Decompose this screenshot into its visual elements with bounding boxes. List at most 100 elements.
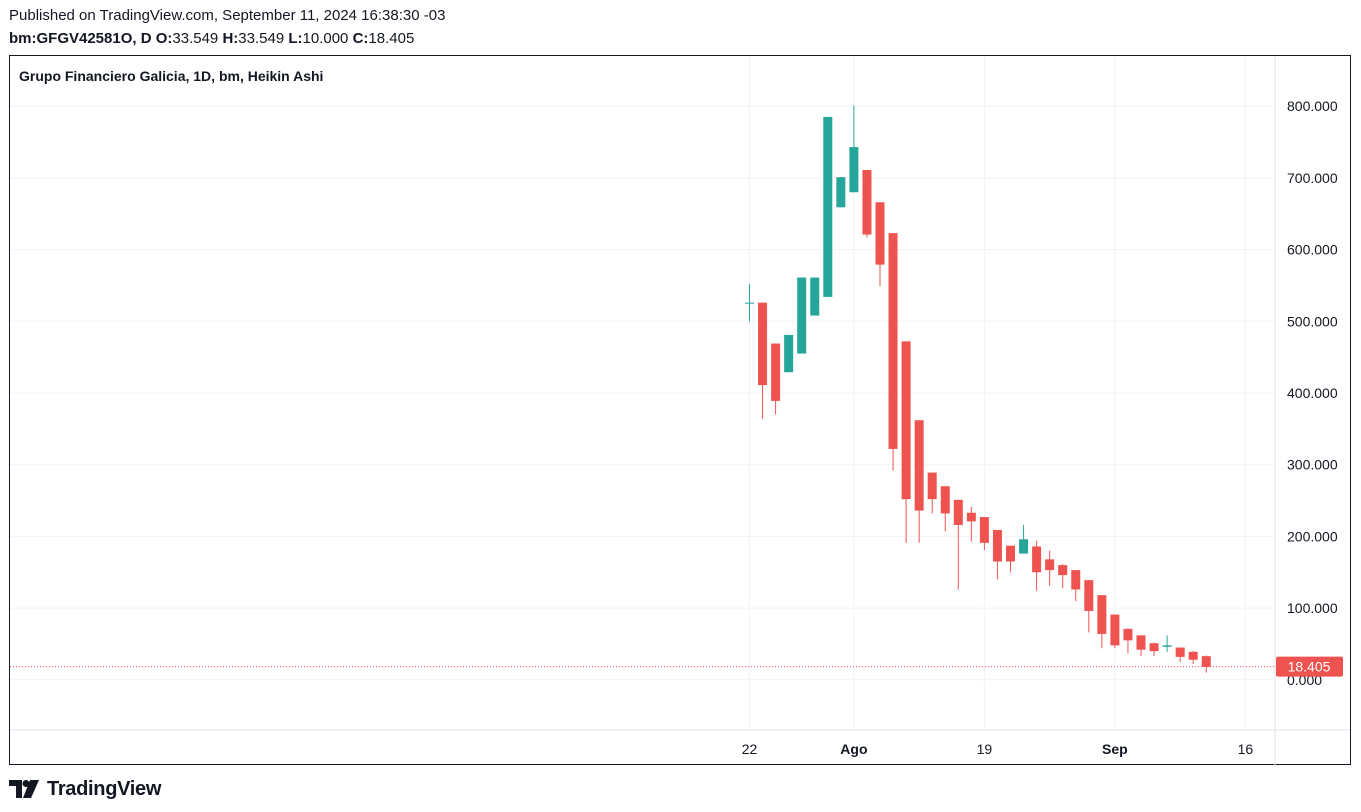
y-tick-label: 400.000 xyxy=(1287,385,1338,401)
axes: 800.000 700.000 600.000 500.000 400.000 300.0… xyxy=(10,56,1350,765)
candle-body xyxy=(888,233,898,449)
candle-up xyxy=(1162,635,1172,652)
tradingview-brand: TradingView xyxy=(47,777,162,800)
candle-body xyxy=(784,334,794,373)
candle-body xyxy=(979,517,989,543)
candle-down xyxy=(1175,647,1185,662)
candle-down xyxy=(862,170,872,238)
candle-down xyxy=(1123,628,1133,654)
ohlc-legend: bm:GFGV42581O, D O:33.549 H:33.549 L:10.… xyxy=(9,30,414,47)
candle-body xyxy=(1175,647,1185,657)
open-label: O: xyxy=(155,30,173,47)
y-tick-label: 100.000 xyxy=(1287,600,1338,616)
candle-body xyxy=(758,302,768,386)
candle-down xyxy=(1110,614,1120,649)
candle-up xyxy=(836,177,846,208)
high-value: 33.549 xyxy=(238,30,285,47)
candle-up xyxy=(1019,524,1029,554)
candle-down xyxy=(1188,651,1198,665)
close-value: 18.405 xyxy=(368,30,415,47)
candle-down xyxy=(1201,655,1211,673)
candle-up xyxy=(849,105,859,193)
candle-down xyxy=(1097,595,1107,649)
candle-down xyxy=(771,343,781,415)
candle-down xyxy=(901,341,911,543)
candle-body xyxy=(1097,595,1107,634)
candle-body xyxy=(823,116,833,297)
candles xyxy=(745,105,1211,673)
candle-body xyxy=(966,512,976,522)
y-tick-label: 600.000 xyxy=(1287,242,1338,258)
candle-down xyxy=(979,517,989,551)
candle-body xyxy=(927,472,937,500)
candle-up xyxy=(784,334,794,373)
candle-down xyxy=(1058,564,1068,589)
candle-body xyxy=(836,177,846,208)
candle-body xyxy=(1110,614,1120,646)
candle-body xyxy=(1188,651,1198,660)
candle-down xyxy=(1149,642,1159,657)
candle-body xyxy=(1058,565,1068,576)
grid-lines xyxy=(10,56,1275,730)
chart-title: Grupo Financiero Galicia, 1D, bm, Heikin… xyxy=(19,68,324,84)
y-tick-label: 800.000 xyxy=(1287,98,1338,114)
candle-body xyxy=(1006,545,1015,562)
low-label: L: xyxy=(288,30,303,47)
candle-down xyxy=(1006,545,1015,573)
candle-body xyxy=(849,147,859,193)
candle-body xyxy=(797,277,807,354)
last-price-label: 18.405 xyxy=(1288,659,1331,675)
candle-body xyxy=(1149,643,1159,652)
candle-body xyxy=(1071,570,1081,590)
candle-down xyxy=(927,472,937,514)
candle-up xyxy=(823,116,833,297)
y-tick-label: 200.000 xyxy=(1287,528,1338,544)
candle-body xyxy=(992,529,1002,562)
candle-down xyxy=(875,202,885,287)
candle-down xyxy=(888,233,898,471)
candle-body xyxy=(1045,559,1055,571)
y-tick-label: 700.000 xyxy=(1287,170,1338,186)
open-value: 33.549 xyxy=(172,30,219,47)
candle-down xyxy=(953,499,963,590)
candle-body xyxy=(1201,656,1211,667)
low-value: 10.000 xyxy=(302,30,349,47)
x-tick-label: 22 xyxy=(742,741,758,757)
candle-down xyxy=(1032,540,1042,591)
y-tick-label: 300.000 xyxy=(1287,457,1338,473)
candle-down xyxy=(940,486,950,532)
candle-down xyxy=(1071,570,1081,601)
candle-up xyxy=(810,277,820,316)
y-tick-label: 500.000 xyxy=(1287,313,1338,329)
candle-body xyxy=(914,420,924,511)
high-label: H: xyxy=(222,30,239,47)
last-price-badge xyxy=(1276,656,1343,677)
candle-down xyxy=(914,420,924,543)
candle-body xyxy=(940,486,950,514)
x-tick-label: Sep xyxy=(1102,741,1128,757)
candle-body xyxy=(810,277,820,316)
chart-frame[interactable] xyxy=(9,55,1351,765)
candle-body xyxy=(1019,539,1029,554)
x-tick-label: 16 xyxy=(1238,741,1254,757)
footer-logo: TradingView xyxy=(9,778,161,800)
candle-body xyxy=(745,302,754,304)
candle-body xyxy=(1123,628,1133,641)
published-info: Published on TradingView.com, September … xyxy=(9,7,446,24)
candle-down xyxy=(992,529,1002,580)
candle-down xyxy=(758,302,768,419)
x-tick-label: Ago xyxy=(840,741,867,757)
candle-body xyxy=(875,202,885,265)
symbol-label: bm:GFGV42581O, D xyxy=(9,30,152,47)
x-tick-label: 19 xyxy=(977,741,993,757)
candle-body xyxy=(1032,546,1042,573)
close-label: C: xyxy=(352,30,369,47)
candle-down xyxy=(1084,580,1094,633)
candle-body xyxy=(1084,580,1094,611)
candle-body xyxy=(862,170,872,235)
candle-body xyxy=(1162,645,1172,647)
candle-body xyxy=(1136,635,1146,650)
tradingview-logo-icon xyxy=(9,780,39,798)
candle-body xyxy=(953,499,963,525)
